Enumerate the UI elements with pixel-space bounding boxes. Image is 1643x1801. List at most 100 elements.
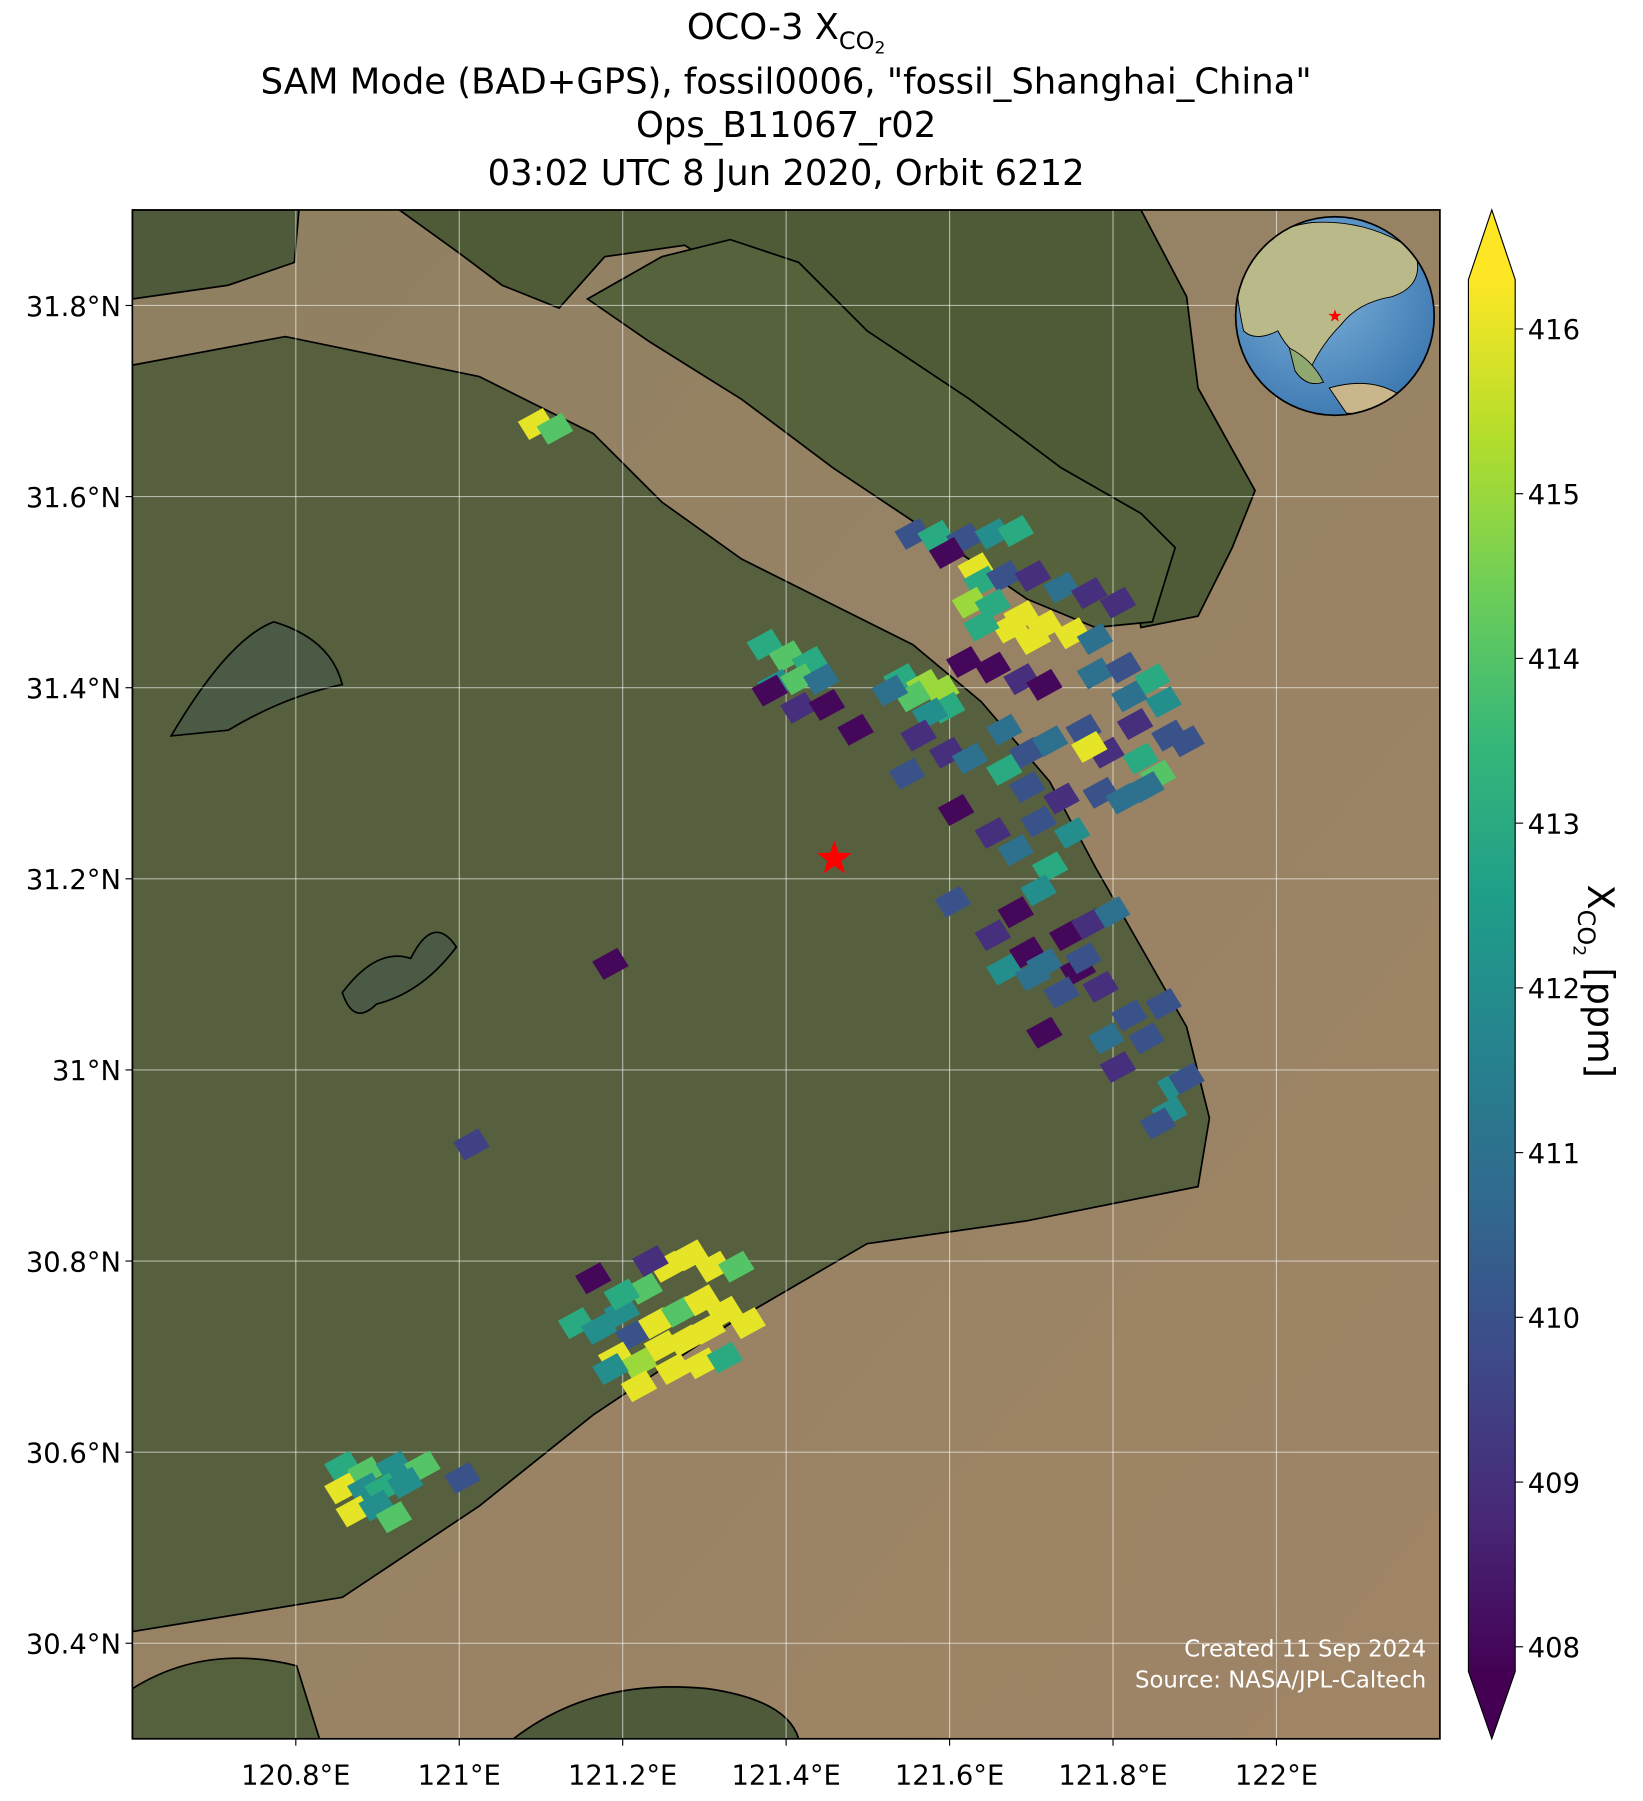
sounding [746,628,784,661]
x-tick-label: 121.6°E [895,1760,1004,1791]
sounding [803,663,840,696]
sounding [1031,851,1069,884]
sounding [1128,1022,1165,1055]
lake [169,620,344,737]
sounding [917,519,954,552]
sounding [986,559,1023,592]
x-tick-label: 120.8°E [241,1760,350,1791]
colorbar-label-text: X [1579,885,1622,910]
sounding [1065,713,1102,746]
colorbar-tick-label: 409 [1528,1468,1580,1499]
sounding [928,537,966,569]
sounding [991,611,1029,644]
sounding [444,1461,481,1494]
sounding [1076,657,1114,690]
sounding [1026,668,1063,701]
sounding [1139,1107,1177,1140]
sounding [923,674,960,707]
title-text: OCO-3 X [687,7,839,48]
colorbar-tick-label: 413 [1528,809,1580,840]
x-tick-label: 121.2°E [568,1760,677,1791]
sounding [1082,776,1120,809]
sounding [1145,988,1182,1020]
sounding [620,1347,658,1380]
sounding [347,1472,384,1505]
sounding [592,1353,629,1385]
sounding [1031,725,1069,758]
sounding [557,1307,595,1340]
sounding [1168,1062,1205,1095]
sounding [683,1284,721,1317]
sounding [837,713,874,746]
sounding [974,517,1012,550]
sounding [620,1370,658,1403]
sounding [780,663,817,696]
sounding [580,1312,618,1345]
x-tick-label: 121.4°E [731,1760,840,1791]
sounding [1168,725,1205,758]
sounding [963,609,1000,642]
sounding [718,1250,755,1283]
sounding [928,736,966,769]
colorbar-tick-label: 408 [1528,1633,1580,1664]
colorbar-extend [1468,1671,1516,1739]
sounding [1111,999,1148,1032]
sounding [1133,663,1171,696]
sounding [1076,623,1114,655]
sounding [1116,708,1154,740]
sounding [1008,771,1046,804]
sounding [1088,1022,1125,1055]
chart-subtitle: 03:02 UTC 8 Jun 2020, Orbit 6212 [488,153,1085,194]
sounding [672,1239,709,1272]
sounding [986,953,1023,986]
sounding [957,552,994,585]
sounding [1020,874,1057,907]
y-tick-label: 31°N [52,1056,121,1087]
sounding [951,586,989,619]
colorbar-label-subscript: CO [1572,910,1600,946]
sounding [1071,730,1108,763]
sounding [1105,782,1142,815]
grid [132,209,1440,1739]
sounding [1111,680,1148,713]
sounding [375,1450,413,1483]
target-star [816,840,852,874]
colorbar-outline [1467,208,1516,1741]
colorbar-tick-label: 414 [1528,645,1580,676]
globe-target-star [1328,309,1342,322]
sounding [592,947,629,980]
chart-title: OCO-3 XCO2 [687,7,886,59]
sounding [1014,559,1052,592]
sounding [974,816,1012,849]
colorbar-extend [1468,209,1516,280]
sounding [1105,651,1142,684]
sounding [689,1312,726,1345]
credit: Source: NASA/JPL-Caltech [1135,1667,1426,1693]
sounding [1043,976,1080,1009]
sounding [324,1472,361,1505]
sounding [1082,970,1120,1003]
sounding [575,1262,612,1295]
y-tick-label: 31.6°N [26,483,121,514]
sounding [1020,805,1057,838]
colorbar-tick-label: 411 [1528,1139,1580,1170]
y-tick-label: 30.4°N [26,1630,121,1661]
x-tick-label: 121.8°E [1058,1760,1167,1791]
sounding [695,1250,732,1283]
title-subscript-index: 2 [875,39,886,59]
sounding [871,674,909,707]
colorbar-label-subscript-index: 2 [1568,945,1588,956]
sounding [986,713,1023,746]
sounding [1014,623,1052,655]
sounding [324,1450,361,1483]
sounding [1122,742,1160,775]
sounding [974,919,1012,952]
sounding [347,1456,384,1489]
chart-subtitle: Ops_B11067_r02 [636,105,936,146]
sounding [911,697,949,730]
sounding [387,1466,424,1499]
title-subscript: CO [839,27,875,55]
lake [341,931,458,1014]
sounding [997,515,1035,547]
